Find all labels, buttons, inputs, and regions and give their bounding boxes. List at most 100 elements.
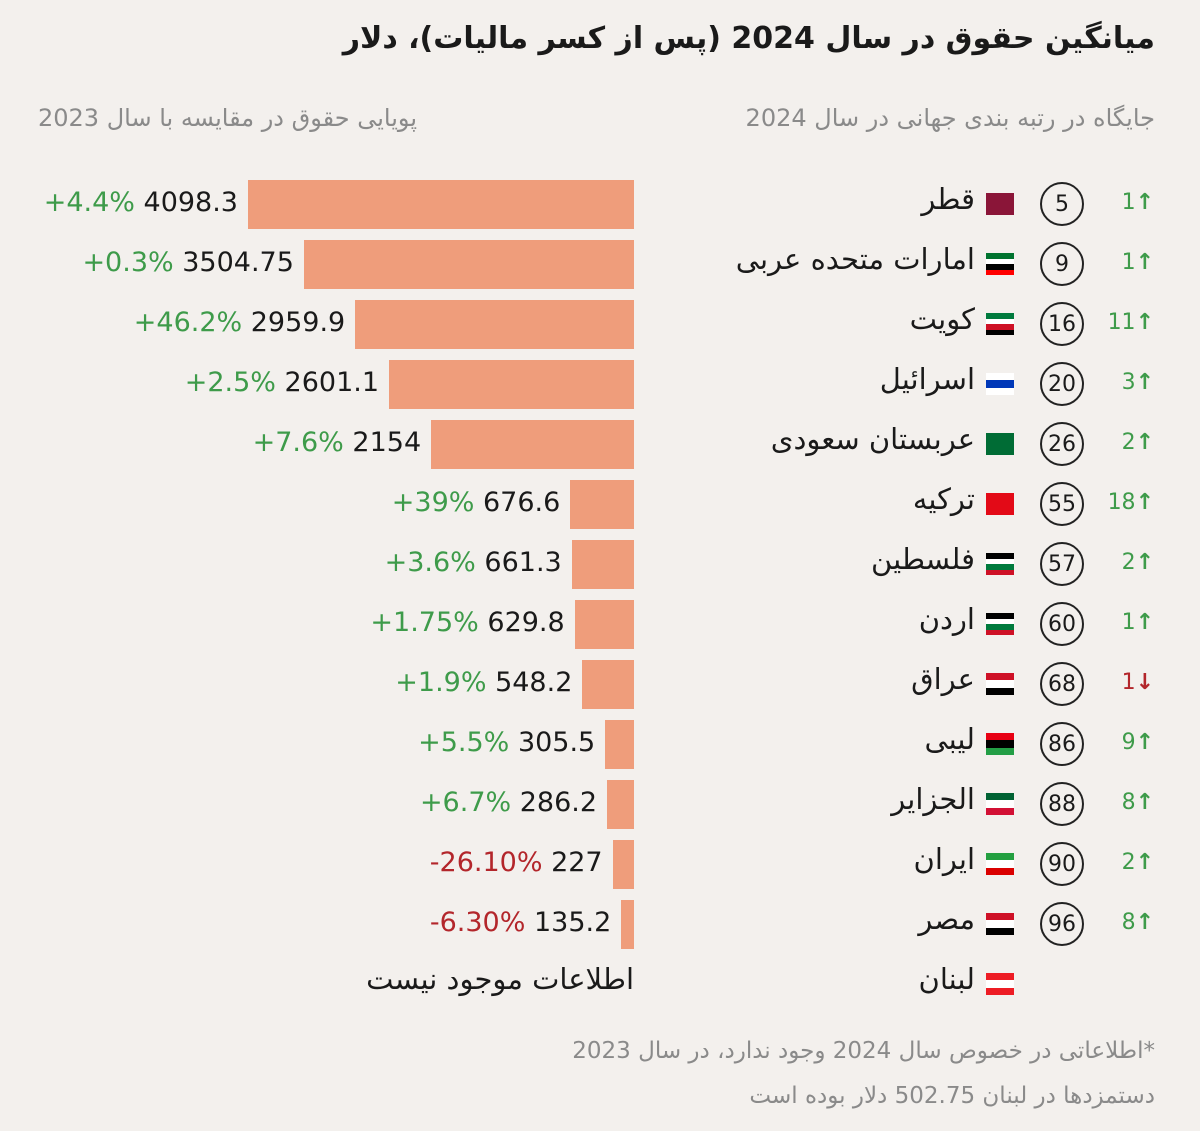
bar <box>582 660 634 709</box>
flag-stripe <box>986 973 1014 981</box>
country-name: لبنان <box>918 962 975 996</box>
country-name: عراق <box>911 662 975 696</box>
bar <box>355 300 634 349</box>
rank-change: 18↑ <box>1094 490 1154 515</box>
value-label: 676.6 <box>482 487 561 518</box>
world-rank: 55 <box>1040 482 1084 526</box>
flag-stripe <box>986 747 1014 755</box>
bar <box>612 840 634 889</box>
world-rank: 90 <box>1040 842 1084 886</box>
change-percent: +7.6% <box>252 427 353 458</box>
rank-change-value: 8 <box>1121 910 1136 935</box>
country-name: عربستان سعودی <box>770 422 975 456</box>
rank-change-value: 8 <box>1121 790 1136 815</box>
bar <box>248 180 634 229</box>
rank-change: 11↑ <box>1094 310 1154 335</box>
world-rank: 68 <box>1040 662 1084 706</box>
bar-label: +46.2% 2959.9 <box>134 307 345 338</box>
footnote-line-2: دستمزدها در لبنان 502.75 دلار بوده است <box>749 1083 1155 1109</box>
flag-stripe <box>986 433 1014 455</box>
bar <box>303 240 634 289</box>
flag-stripe <box>986 807 1014 815</box>
country-name: اسرائیل <box>879 362 975 396</box>
flag-icon <box>986 553 1014 575</box>
flag-stripe <box>986 618 1014 624</box>
flag-stripe <box>986 980 1014 988</box>
bar-label: +6.7% 286.2 <box>420 787 597 818</box>
rank-change-value: 9 <box>1121 730 1136 755</box>
change-percent: +5.5% <box>418 727 518 758</box>
value-label: 629.8 <box>487 607 565 638</box>
rank-change-value: 3 <box>1121 370 1136 395</box>
flag-stripe <box>986 629 1014 635</box>
rank-change: 8↑ <box>1094 790 1154 815</box>
flag-stripe <box>986 324 1014 330</box>
flag-stripe <box>986 860 1014 868</box>
country-name: ترکیه <box>912 482 975 516</box>
country-name: الجزایر <box>891 782 975 816</box>
flag-stripe <box>986 264 1014 270</box>
flag-stripe <box>986 853 1014 861</box>
rank-change-value: 2 <box>1121 850 1136 875</box>
country-name: فلسطین <box>871 542 975 576</box>
flag-icon <box>986 793 1014 815</box>
arrow-up-icon: ↑ <box>1135 910 1154 935</box>
arrow-up-icon: ↑ <box>1135 850 1154 875</box>
flag-stripe <box>986 733 1014 741</box>
value-label: 2959.9 <box>250 307 346 338</box>
flag-stripe <box>986 867 1014 875</box>
world-rank: 60 <box>1040 602 1084 646</box>
footnote-line-1: *اطلاعاتی در خصوص سال 2024 وجود ندارد، د… <box>572 1038 1155 1064</box>
arrow-up-icon: ↑ <box>1135 730 1154 755</box>
flag-stripe <box>986 269 1014 275</box>
bar-label: +3.6% 661.3 <box>385 547 562 578</box>
rank-change: 2↑ <box>1094 430 1154 455</box>
world-rank: 16 <box>1040 302 1084 346</box>
bar-label: -26.10% 227 <box>430 847 603 878</box>
rank-change-value: 1 <box>1121 190 1136 215</box>
rank-change: 2↑ <box>1094 550 1154 575</box>
flag-stripe <box>986 800 1014 808</box>
flag-stripe <box>986 558 1014 564</box>
country-name: لیبی <box>924 722 975 756</box>
flag-stripe <box>986 920 1014 928</box>
change-percent: +1.75% <box>370 607 488 638</box>
flag-icon <box>986 853 1014 875</box>
value-label: 661.3 <box>484 547 562 578</box>
rank-change: 1↑ <box>1094 610 1154 635</box>
value-label: 2601.1 <box>284 367 380 398</box>
bar-label: +7.6% 2154 <box>253 427 422 458</box>
flag-stripe <box>986 380 1014 388</box>
flag-stripe <box>986 313 1014 319</box>
rank-change-value: 1 <box>1121 610 1136 635</box>
change-percent: -6.30% <box>429 907 534 938</box>
world-rank: 57 <box>1040 542 1084 586</box>
bar <box>389 360 634 409</box>
subtitle-rank: جایگاه در رتبه بندی جهانی در سال 2024 <box>745 104 1155 132</box>
bar-label: +2.5% 2601.1 <box>185 367 379 398</box>
no-data-label: اطلاعات موجود نیست <box>366 962 634 996</box>
bar-label: +39% 676.6 <box>392 487 561 518</box>
bar-label: +1.75% 629.8 <box>370 607 564 638</box>
flag-stripe <box>986 740 1014 748</box>
arrow-up-icon: ↑ <box>1135 550 1154 575</box>
arrow-up-icon: ↑ <box>1135 370 1154 395</box>
flag-icon <box>986 913 1014 935</box>
rank-change-value: 2 <box>1121 430 1136 455</box>
change-percent: +39% <box>391 487 483 518</box>
flag-stripe <box>986 673 1014 681</box>
value-label: 227 <box>551 847 603 878</box>
bar-label: -6.30% 135.2 <box>430 907 611 938</box>
value-label: 3504.75 <box>182 247 294 278</box>
subtitle-change: پویایی حقوق در مقایسه با سال 2023 <box>38 104 417 132</box>
change-percent: +1.9% <box>395 667 496 698</box>
rank-change: 1↑ <box>1094 250 1154 275</box>
flag-stripe <box>986 318 1014 324</box>
chart-title: میانگین حقوق در سال 2024 (پس از کسر مالی… <box>342 21 1155 56</box>
country-name: مصر <box>918 902 975 936</box>
flag-stripe <box>986 913 1014 921</box>
flag-icon <box>986 433 1014 455</box>
world-rank: 26 <box>1040 422 1084 466</box>
rank-change: 1↓ <box>1094 670 1154 695</box>
arrow-up-icon: ↑ <box>1135 430 1154 455</box>
